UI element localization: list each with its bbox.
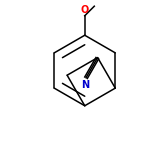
Text: O: O (81, 5, 89, 15)
Text: N: N (82, 80, 90, 90)
